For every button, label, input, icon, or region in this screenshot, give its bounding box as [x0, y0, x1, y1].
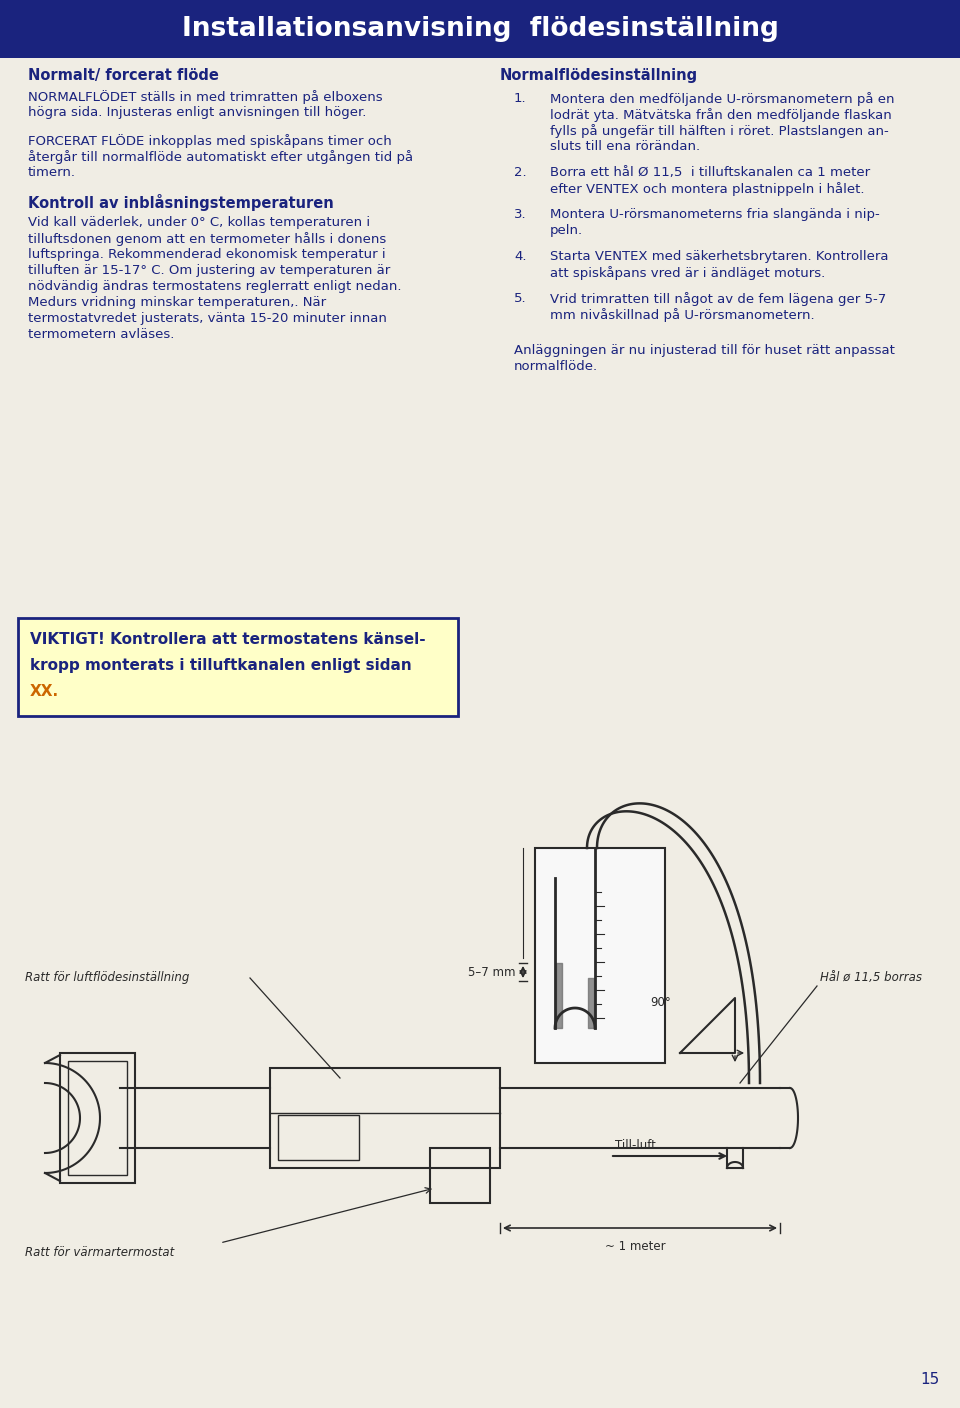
Text: att spiskåpans vred är i ändläget moturs.: att spiskåpans vred är i ändläget moturs… — [550, 266, 826, 280]
Bar — [278, 1115, 358, 1160]
Text: Borra ett hål Ø 11,5  i tilluftskanalen ca 1 meter: Borra ett hål Ø 11,5 i tilluftskanalen c… — [550, 166, 870, 179]
Text: 1.: 1. — [514, 92, 527, 106]
Text: tilluftsdonen genom att en termometer hålls i donens: tilluftsdonen genom att en termometer hå… — [28, 232, 386, 246]
Text: normalflöde.: normalflöde. — [514, 360, 598, 373]
Bar — [60, 1053, 135, 1183]
Bar — [18, 618, 458, 717]
Text: återgår till normalflöde automatiskt efter utgången tid på: återgår till normalflöde automatiskt eft… — [28, 151, 413, 163]
Text: 15: 15 — [921, 1373, 940, 1387]
Text: Normalt/ forcerat flöde: Normalt/ forcerat flöde — [28, 68, 219, 83]
Text: Ratt för luftflödesinställning: Ratt för luftflödesinställning — [25, 972, 189, 984]
Text: luftspringa. Rekommenderad ekonomisk temperatur i: luftspringa. Rekommenderad ekonomisk tem… — [28, 248, 386, 260]
Bar — [68, 1062, 127, 1176]
Text: 3.: 3. — [514, 208, 527, 221]
Text: 90°: 90° — [650, 997, 671, 1010]
Text: tilluften är 15-17° C. Om justering av temperaturen är: tilluften är 15-17° C. Om justering av t… — [28, 265, 391, 277]
Text: termometern avläses.: termometern avläses. — [28, 328, 175, 341]
Text: Vrid trimratten till något av de fem lägena ger 5-7: Vrid trimratten till något av de fem läg… — [550, 291, 886, 306]
Text: Anläggningen är nu injusterad till för huset rätt anpassat: Anläggningen är nu injusterad till för h… — [514, 344, 895, 358]
Text: kropp monterats i tilluftkanalen enligt sidan: kropp monterats i tilluftkanalen enligt … — [30, 658, 412, 673]
Text: högra sida. Injusteras enligt anvisningen till höger.: högra sida. Injusteras enligt anvisninge… — [28, 106, 367, 120]
Bar — [0, 0, 960, 58]
Text: Vid kall väderlek, under 0° C, kollas temperaturen i: Vid kall väderlek, under 0° C, kollas te… — [28, 215, 371, 230]
Text: termostatvredet justerats, vänta 15-20 minuter innan: termostatvredet justerats, vänta 15-20 m… — [28, 313, 387, 325]
Bar — [430, 1148, 490, 1202]
Text: Till-luft: Till-luft — [615, 1139, 656, 1152]
Text: Montera U-rörsmanometerns fria slangända i nip-: Montera U-rörsmanometerns fria slangända… — [550, 208, 879, 221]
Text: Ratt för värmartermostat: Ratt för värmartermostat — [25, 1246, 175, 1260]
Text: Medurs vridning minskar temperaturen,. När: Medurs vridning minskar temperaturen,. N… — [28, 296, 326, 308]
Text: timern.: timern. — [28, 166, 76, 179]
Text: 2.: 2. — [514, 166, 527, 179]
Text: Kontroll av inblåsningstemperaturen: Kontroll av inblåsningstemperaturen — [28, 194, 334, 211]
Text: Hål ø 11,5 borras: Hål ø 11,5 borras — [820, 972, 922, 984]
Text: Montera den medföljande U-rörsmanometern på en: Montera den medföljande U-rörsmanometern… — [550, 92, 895, 106]
Text: Normalflödesinställning: Normalflödesinställning — [500, 68, 698, 83]
Text: mm nivåskillnad på U-rörsmanometern.: mm nivåskillnad på U-rörsmanometern. — [550, 308, 815, 322]
Text: 5–7 mm: 5–7 mm — [468, 966, 516, 979]
Text: nödvändig ändras termostatens reglerratt enligt nedan.: nödvändig ändras termostatens reglerratt… — [28, 280, 401, 293]
Text: VIKTIGT! Kontrollera att termostatens känsel-: VIKTIGT! Kontrollera att termostatens kä… — [30, 632, 425, 648]
Text: FORCERAT FLÖDE inkopplas med spiskåpans timer och: FORCERAT FLÖDE inkopplas med spiskåpans … — [28, 134, 392, 148]
Text: peln.: peln. — [550, 224, 583, 237]
Text: sluts till ena rörändan.: sluts till ena rörändan. — [550, 139, 700, 153]
Text: 5.: 5. — [514, 291, 527, 306]
Text: efter VENTEX och montera plastnippeln i hålet.: efter VENTEX och montera plastnippeln i … — [550, 182, 865, 196]
Text: Starta VENTEX med säkerhetsbrytaren. Kontrollera: Starta VENTEX med säkerhetsbrytaren. Kon… — [550, 251, 889, 263]
Text: 4.: 4. — [514, 251, 526, 263]
Text: fylls på ungefär till hälften i röret. Plastslangen an-: fylls på ungefär till hälften i röret. P… — [550, 124, 889, 138]
Text: Installationsanvisning  flödesinställning: Installationsanvisning flödesinställning — [181, 15, 779, 42]
Text: lodrät yta. Mätvätska från den medföljande flaskan: lodrät yta. Mätvätska från den medföljan… — [550, 108, 892, 122]
Bar — [270, 1069, 500, 1169]
Text: XX.: XX. — [30, 684, 60, 698]
Text: ~ 1 meter: ~ 1 meter — [605, 1240, 665, 1253]
Text: NORMALFLÖDET ställs in med trimratten på elboxens: NORMALFLÖDET ställs in med trimratten på… — [28, 90, 383, 104]
Bar — [535, 848, 665, 1063]
